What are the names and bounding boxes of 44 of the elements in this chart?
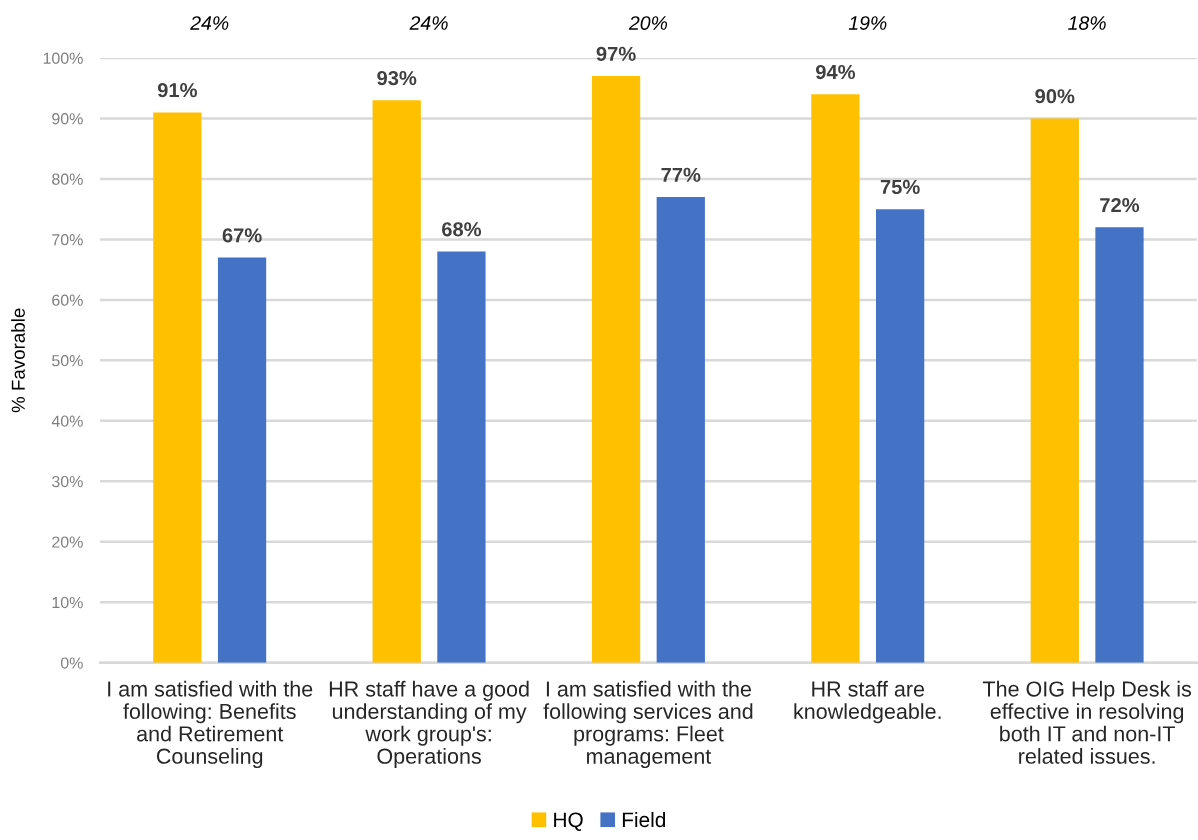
legend-label: HQ [554, 812, 583, 831]
x-tick-label: The OIG Help Desk is effective in resolving both IT and non-IT related issues. [982, 680, 1192, 764]
data-label: 67% [222, 228, 262, 243]
y-tick-label: 40% [51, 415, 83, 427]
bar [372, 100, 421, 663]
text: 19% [848, 16, 887, 30]
y-tick-label: 30% [52, 475, 83, 488]
y-tick-label: 80% [52, 173, 83, 185]
y-tick-label: 70% [52, 234, 83, 246]
text: 24% [409, 16, 448, 30]
bar [217, 257, 267, 663]
y-tick-label: 90% [52, 113, 83, 125]
bar [1095, 227, 1144, 663]
text: 20% [628, 16, 668, 30]
y-axis-title: % Favorable [11, 308, 25, 413]
data-label: 77% [661, 167, 701, 182]
data-label: 90% [1035, 89, 1075, 104]
data-label: 68% [442, 222, 482, 237]
text: 24% [190, 16, 229, 30]
y-tick-label: 100% [43, 52, 83, 64]
x-tick-label: I am satisfied with the following services and programs: Fleet management [543, 680, 753, 769]
x-tick-label: HR staff are knowledgeable. [794, 680, 941, 724]
data-label: 75% [880, 179, 920, 195]
y-tick-label: 50% [52, 354, 83, 367]
bar [1030, 118, 1079, 663]
bar [591, 76, 641, 663]
data-label: 91% [157, 83, 197, 98]
y-tick-label: 60% [52, 294, 83, 306]
y-tick-label: 20% [52, 536, 83, 548]
legend-label: Field [622, 811, 666, 828]
x-tick-label: HR staff have a good understanding of my work group's: Operations [329, 680, 529, 769]
data-label: 72% [1100, 197, 1140, 213]
bar [437, 251, 486, 663]
y-tick-label: 10% [52, 596, 83, 609]
bar [811, 94, 860, 663]
text: 18% [1068, 16, 1106, 30]
data-label: 97% [596, 46, 636, 62]
y-tick-label: 0% [60, 657, 83, 669]
bar [153, 112, 202, 663]
data-label: 94% [815, 64, 856, 80]
bar [656, 197, 705, 663]
data-label: 93% [377, 70, 417, 86]
bar [876, 209, 925, 663]
x-tick-label: I am satisfied with the following: Benefits and Retirement Counseling [108, 680, 313, 769]
